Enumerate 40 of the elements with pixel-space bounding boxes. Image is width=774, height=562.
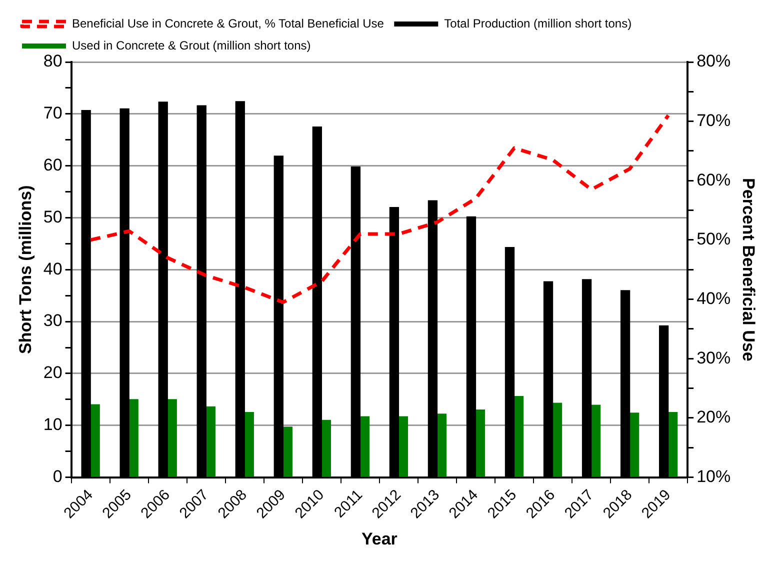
y-tick-label: 0 [52,466,62,486]
bar [360,416,370,477]
legend-label: Used in Concrete & Grout (million short tons) [72,38,311,52]
bar [128,399,138,477]
y-tick-label: 50 [43,207,62,226]
bar [282,426,292,477]
bar [629,412,640,477]
y-tick-label: 70 [43,104,62,123]
x-axis-title: Year [361,529,398,548]
y-tick-label: 80 [43,52,62,71]
bar [475,409,486,477]
bar [167,399,177,477]
bar [398,416,408,477]
bar [436,414,447,477]
bar [321,420,331,477]
bar [206,406,216,477]
y2-tick-label: 80% [696,52,731,71]
y2-axis-title: Percent Beneficial Use [739,178,758,362]
bar [514,396,524,477]
y2-tick-label: 30% [696,348,731,368]
y-tick-label: 20 [43,363,62,382]
y2-tick-label: 70% [696,111,731,130]
legend-label: Total Production (million short tons) [444,16,632,30]
bar [668,412,678,477]
y-axis-title: Short Tons (millions) [16,185,35,354]
legend-label: Beneficial Use in Concrete & Grout, % Total Beneficial Use [72,16,384,30]
y2-tick-label: 20% [696,408,731,427]
bar [552,402,562,477]
bar [244,412,254,477]
y2-tick-label: 40% [696,288,731,308]
y-tick-label: 10 [43,415,62,434]
y-tick-label: 30 [43,311,62,330]
y2-tick-label: 10% [696,466,731,486]
line-series [88,114,670,304]
y-tick-label: 40 [43,259,62,278]
bar [590,404,601,477]
y-tick-label: 60 [43,156,62,175]
y2-tick-label: 50% [696,230,731,249]
bar [90,404,100,477]
y2-tick-label: 60% [696,170,731,190]
